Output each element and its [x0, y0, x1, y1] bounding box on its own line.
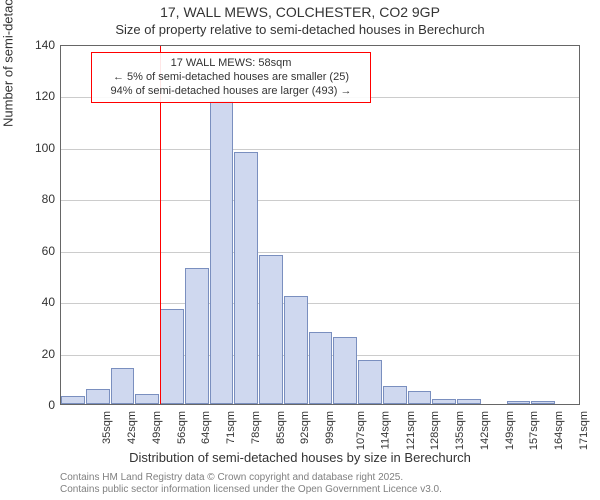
- y-tick-label: 140: [15, 38, 55, 52]
- histogram-bar: [284, 296, 308, 404]
- x-tick-label: 142sqm: [479, 411, 491, 450]
- histogram-bar: [86, 389, 110, 404]
- plot-area: 17 WALL MEWS: 58sqm← 5% of semi-detached…: [60, 45, 580, 405]
- annotation-line: 94% of semi-detached houses are larger (…: [98, 85, 364, 99]
- x-tick-label: 107sqm: [355, 411, 367, 450]
- attribution-line: Contains HM Land Registry data © Crown c…: [60, 472, 442, 484]
- x-tick-label: 85sqm: [275, 411, 287, 444]
- histogram-bar: [160, 309, 184, 404]
- gridline: [61, 149, 579, 150]
- histogram-bar: [457, 399, 481, 404]
- x-tick-label: 35sqm: [101, 411, 113, 444]
- y-tick-label: 120: [15, 89, 55, 103]
- histogram-bar: [408, 391, 432, 404]
- attribution-line: Contains public sector information licen…: [60, 484, 442, 496]
- histogram-bar: [309, 332, 333, 404]
- annotation-line: 17 WALL MEWS: 58sqm: [98, 57, 364, 71]
- chart-container: 17, WALL MEWS, COLCHESTER, CO2 9GP Size …: [0, 0, 600, 500]
- x-tick-label: 64sqm: [200, 411, 212, 444]
- histogram-bar: [61, 396, 85, 404]
- annotation-line: ← 5% of semi-detached houses are smaller…: [98, 71, 364, 85]
- histogram-bar: [135, 394, 159, 404]
- gridline: [61, 303, 579, 304]
- histogram-bar: [210, 101, 234, 404]
- gridline: [61, 200, 579, 201]
- histogram-bar: [507, 401, 531, 404]
- chart-title: 17, WALL MEWS, COLCHESTER, CO2 9GP: [0, 4, 600, 20]
- annotation-box: 17 WALL MEWS: 58sqm← 5% of semi-detached…: [91, 52, 371, 103]
- histogram-bar: [432, 399, 456, 404]
- x-tick-label: 164sqm: [553, 411, 565, 450]
- y-tick-label: 20: [15, 347, 55, 361]
- histogram-bar: [234, 152, 258, 404]
- x-tick-label: 135sqm: [454, 411, 466, 450]
- y-tick-label: 100: [15, 141, 55, 155]
- x-axis-label: Distribution of semi-detached houses by …: [0, 450, 600, 465]
- gridline: [61, 252, 579, 253]
- x-tick-label: 99sqm: [324, 411, 336, 444]
- histogram-bar: [185, 268, 209, 404]
- y-tick-label: 80: [15, 192, 55, 206]
- chart-subtitle: Size of property relative to semi-detach…: [0, 22, 600, 37]
- x-tick-label: 121sqm: [405, 411, 417, 450]
- x-tick-label: 42sqm: [126, 411, 138, 444]
- x-tick-label: 78sqm: [250, 411, 262, 444]
- attribution-text: Contains HM Land Registry data © Crown c…: [60, 472, 442, 496]
- x-tick-label: 92sqm: [300, 411, 312, 444]
- y-tick-label: 60: [15, 244, 55, 258]
- x-tick-label: 157sqm: [528, 411, 540, 450]
- x-tick-label: 114sqm: [379, 411, 391, 449]
- x-tick-label: 149sqm: [504, 411, 516, 450]
- x-tick-label: 71sqm: [225, 411, 237, 444]
- x-tick-label: 128sqm: [429, 411, 441, 450]
- y-tick-label: 0: [15, 398, 55, 412]
- x-tick-label: 171sqm: [578, 411, 590, 450]
- histogram-bar: [383, 386, 407, 404]
- x-tick-label: 49sqm: [151, 411, 163, 444]
- x-tick-label: 56sqm: [176, 411, 188, 444]
- histogram-bar: [111, 368, 135, 404]
- y-axis-label: Number of semi-detached properties: [1, 0, 16, 127]
- histogram-bar: [333, 337, 357, 404]
- histogram-bar: [259, 255, 283, 404]
- y-tick-label: 40: [15, 295, 55, 309]
- histogram-bar: [531, 401, 555, 404]
- histogram-bar: [358, 360, 382, 404]
